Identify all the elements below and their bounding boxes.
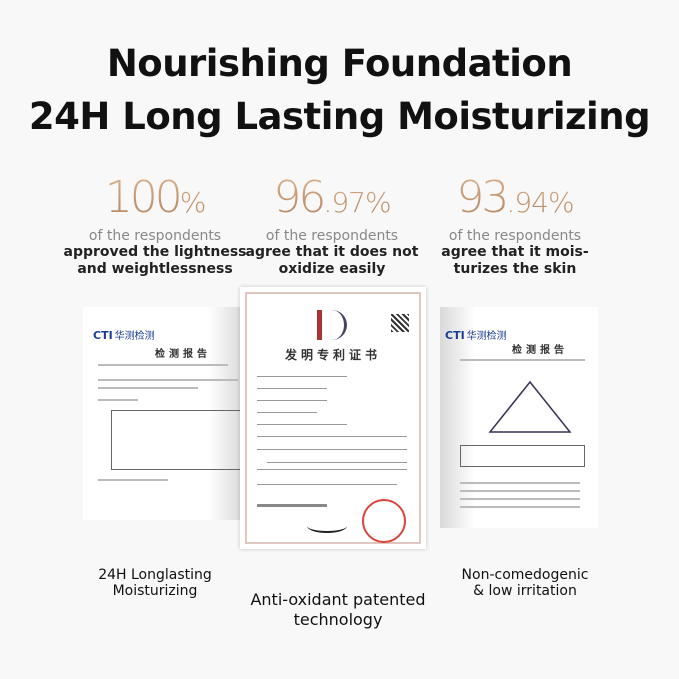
headline-line2: 24H Long Lasting Moisturizing [28,95,651,138]
data-table [460,445,585,467]
test-report-left: CTI 华测检测 检测报告 [83,307,241,520]
stat-value: 93.94% [415,175,615,226]
cti-logo: CTI 华测检测 [445,329,507,342]
stat-moisturize: 93.94% of the respondents agree that it … [415,175,615,278]
caption-moisturizing: 24H Longlasting Moisturizing [98,567,212,599]
caption-non-comedogenic: Non-comedogenic & low irritation [461,567,589,599]
stat-lightness: 100% of the respondents approved the lig… [55,175,255,278]
stat-oxidize: 96.97% of the respondents agree that it … [232,175,432,278]
stat-desc: approved the lightness [63,244,247,260]
certificate-title: 发明专利证书 [284,348,381,362]
signature [307,519,347,533]
qr-code [391,314,409,332]
stat-value: 100% [55,175,255,226]
stat-sub: of the respondents [265,228,399,244]
report-title: 检测报告 [155,349,211,360]
data-table [111,410,241,470]
headline-line1: Nourishing Foundation [106,42,573,85]
stat-sub: of the respondents [448,228,582,244]
patent-certificate: 发明专利证书 [240,287,426,549]
stat-desc: turizes the skin [453,261,577,277]
patent-logo [317,310,347,340]
cti-logo: CTI 华测检测 [93,329,155,342]
report-title: 检测报告 [512,345,568,356]
test-report-right: CTI 华测检测 检测报告 [440,307,598,528]
stat-value: 96.97% [232,175,432,226]
stat-desc: agree that it mois- [441,244,589,260]
stat-desc: agree that it does not [245,244,419,260]
stat-desc: and weightlessness [77,261,233,277]
official-seal [362,499,406,543]
triangle-chart [488,380,572,433]
caption-anti-oxidant: Anti-oxidant patented technology [250,590,426,629]
stat-desc: oxidize easily [278,261,386,277]
stat-sub: of the respondents [88,228,222,244]
